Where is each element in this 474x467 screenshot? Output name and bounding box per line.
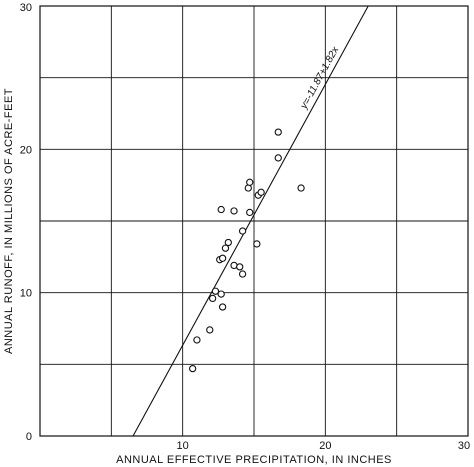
data-point (253, 240, 261, 248)
data-point (217, 205, 225, 214)
data-point (189, 364, 197, 373)
data-point (211, 287, 220, 295)
data-point (208, 294, 217, 303)
data-point (274, 128, 282, 136)
data-point (218, 254, 227, 262)
data-point (193, 336, 201, 344)
data-points (189, 128, 305, 373)
regression-line-group (132, 5, 369, 437)
data-point (221, 244, 230, 252)
y-tick-label: 30 (20, 2, 32, 14)
data-point (224, 238, 232, 247)
data-point (257, 188, 265, 196)
x-tick-label: 10 (177, 440, 189, 452)
grid-lines (40, 6, 468, 436)
y-tick-label: 20 (20, 144, 32, 156)
data-point (230, 207, 238, 215)
data-point (238, 270, 247, 278)
plot-frame (39, 5, 469, 437)
data-point (217, 290, 225, 298)
x-axis-title: ANNUAL EFFECTIVE PRECIPITATION, IN INCHE… (116, 454, 392, 466)
data-point (246, 178, 254, 186)
regression-line (132, 5, 369, 437)
x-tick-label: 30 (458, 440, 470, 452)
data-point (238, 227, 247, 235)
data-point (297, 184, 305, 192)
data-point (206, 326, 214, 334)
y-tick-label: 10 (20, 288, 32, 300)
data-point (236, 263, 244, 271)
y-tick-label: 0 (26, 431, 32, 443)
data-point (218, 303, 227, 311)
x-tick-label: 20 (319, 440, 331, 452)
tick-labels: 10 20 30 0 10 20 30 (20, 2, 470, 452)
y-axis-title: ANNUAL RUNOFF, IN MILLIONS OF ACRE-FEET (3, 88, 15, 354)
data-point (246, 208, 254, 217)
data-point (274, 154, 282, 162)
